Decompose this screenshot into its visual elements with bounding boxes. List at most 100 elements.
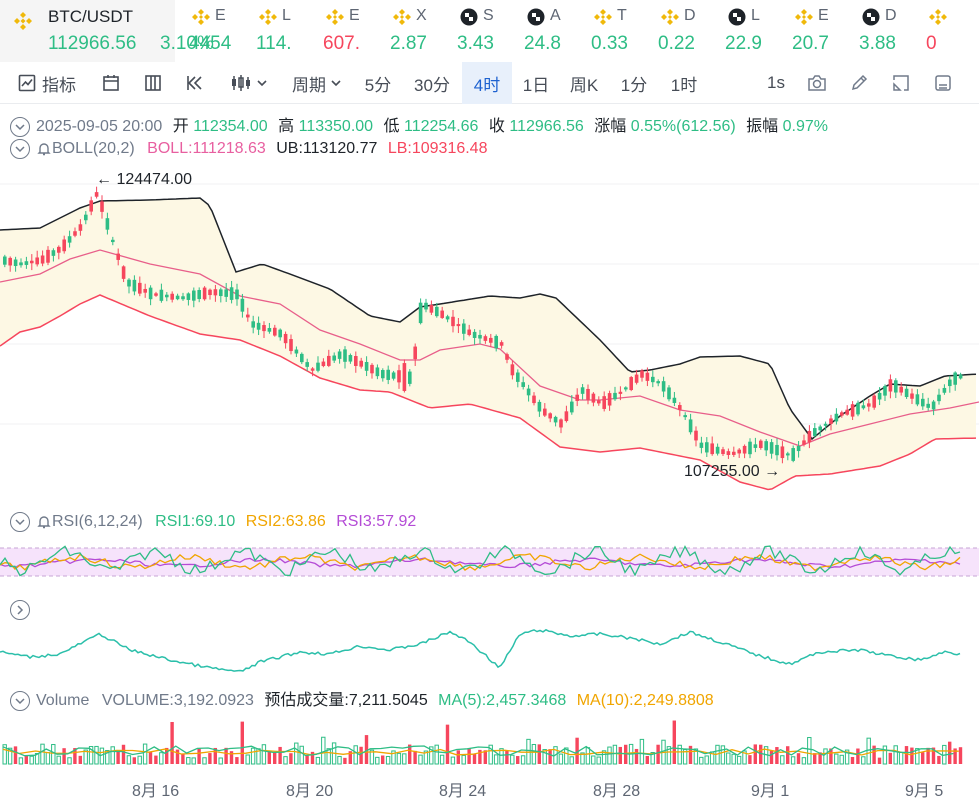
candle [856,400,860,417]
tab-interval-1h[interactable]: 1时 [662,62,706,104]
candle [737,448,741,458]
volume-bar [499,748,504,765]
candle [251,315,255,334]
speed-button[interactable]: 1s [758,62,794,104]
chevron-down-icon [15,124,25,130]
bell-icon[interactable] [36,141,52,157]
volume-bar [364,735,369,764]
low-value: 112254.66 [404,118,479,135]
indicator-line-chart[interactable] [0,622,979,682]
interval-label: 1分 [620,75,648,95]
expand-indicator-button[interactable] [10,600,30,620]
ticker-item[interactable]: L 114. [242,0,309,62]
ticker-item[interactable]: E 4454 [175,0,242,62]
volume-bar [656,744,660,764]
bell-icon[interactable] [36,514,52,530]
ticker-item[interactable]: D 3.88 [845,0,912,62]
indicator-button[interactable]: 指标 [12,62,82,104]
period-dropdown[interactable]: 周期 [286,62,348,104]
candle [456,318,461,334]
tab-interval-week[interactable]: 周K [562,62,606,104]
candle [483,334,488,344]
main-change: 3.10% [160,33,214,54]
tab-interval-5m[interactable]: 5分 [358,62,398,104]
candle [332,352,336,363]
candle [451,310,455,333]
volume-bar [823,748,828,765]
candle [321,358,326,368]
ticker-item[interactable]: E 607. [309,0,376,62]
volume-bar [888,752,892,764]
candle [710,436,714,456]
candle [267,322,272,334]
indicator-expand-row [10,600,36,620]
ticker-item[interactable]: D 0.22 [644,0,711,62]
candle [937,388,941,405]
candle [586,384,590,405]
candle [343,346,347,369]
tab-interval-1m[interactable]: 1分 [612,62,656,104]
ticker-item[interactable]: S 3.43 [443,0,510,62]
candle [764,438,768,457]
ticker-value: 0 [926,33,937,54]
draw-button[interactable] [844,62,874,104]
collapse-button[interactable] [10,139,30,159]
rsi-chart[interactable] [0,538,979,588]
rewind-button[interactable] [182,62,208,104]
candle [769,438,774,459]
tab-interval-30m[interactable]: 30分 [408,62,456,104]
ticker-value: 3.43 [457,33,494,54]
candlestick-chart[interactable]: ← 124474.00 107255.00 → [0,164,979,504]
candle [364,356,369,377]
checker-coin-icon [862,8,880,26]
collapse-button[interactable] [10,512,30,532]
volume-value: VOLUME:3,192.0923 [101,692,254,709]
main-ticker[interactable]: BTC/USDT 112966.56 3.10% [0,0,214,62]
volume-bar [478,749,482,764]
ticker-value: 20.7 [792,33,829,54]
volume-bar [704,755,709,765]
ticker-item[interactable]: L 22.9 [711,0,778,62]
ticker-item[interactable]: E 20.7 [778,0,845,62]
settings-button[interactable] [928,62,958,104]
candle [678,402,682,417]
ticker-value: 2.87 [390,33,427,54]
chart-type-dropdown[interactable] [226,62,272,104]
ticker-item[interactable]: T 0.33 [577,0,644,62]
x-axis-label: 8月 28 [593,783,641,800]
candle [877,387,882,406]
candle [661,376,666,398]
candle [67,230,72,248]
ticker-item[interactable]: 0 [912,0,979,62]
candle [624,386,628,392]
ticker-item[interactable]: A 24.8 [510,0,577,62]
candle [62,235,66,254]
candle [202,286,207,301]
candle [467,324,471,337]
collapse-button[interactable] [10,116,30,137]
volume-bar [408,744,412,764]
expand-button[interactable] [886,62,916,104]
volume-bar [948,741,952,764]
candle [100,195,104,219]
ticker-item[interactable]: X 2.87 [376,0,443,62]
volume-bar [839,754,844,765]
tab-interval-1d[interactable]: 1日 [516,62,556,104]
layout-button[interactable] [140,62,166,104]
volume-ma5: MA(5):2,457.3468 [438,692,567,709]
screenshot-button[interactable] [802,62,832,104]
volume-bar [78,755,82,764]
candle [656,379,660,387]
candle [478,329,482,344]
volume-bar [423,750,429,765]
volume-bar [612,744,618,765]
volume-chart[interactable] [0,712,979,770]
volume-bar [73,748,77,764]
candle [13,256,18,272]
boll-info-row: BOLL(20,2) BOLL:111218.63 UB:113120.77 L… [10,139,487,159]
candle [375,364,380,380]
collapse-button[interactable] [10,690,30,711]
tab-interval-4h[interactable]: 4时 [462,62,512,104]
calendar-button[interactable] [98,62,124,104]
volume-bar [202,757,207,765]
